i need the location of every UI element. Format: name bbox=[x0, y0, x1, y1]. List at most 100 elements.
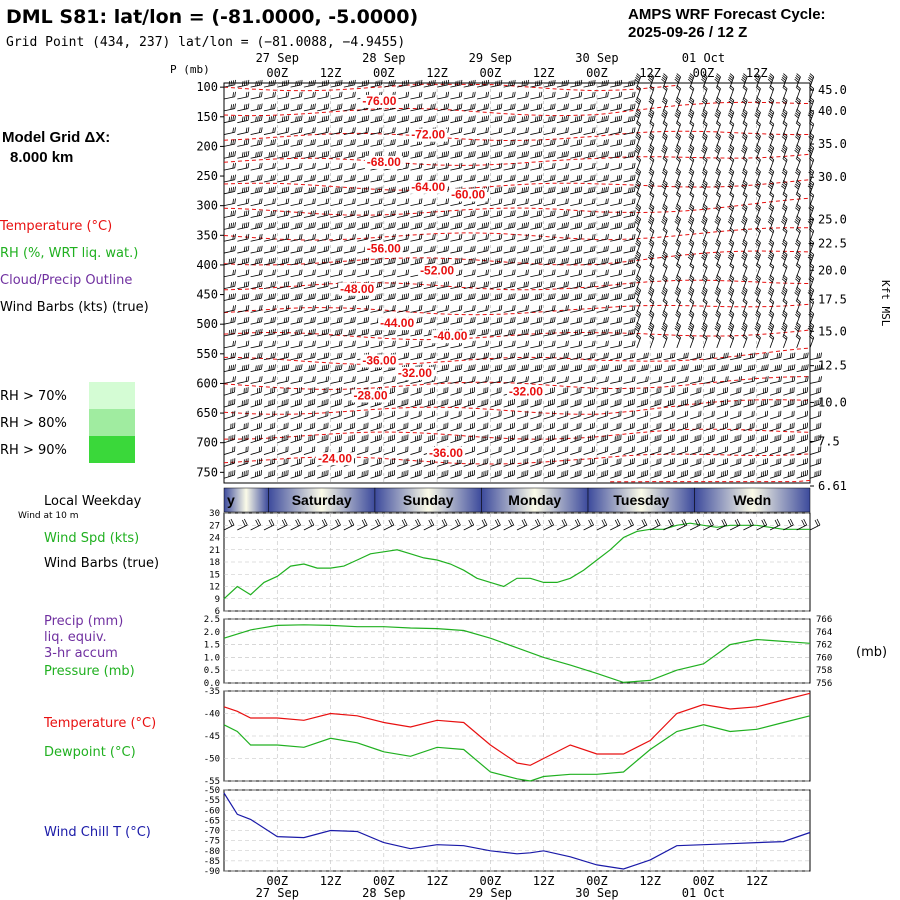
wind-barb-feather bbox=[807, 78, 812, 83]
wind-barb-feather bbox=[647, 78, 653, 83]
wind-barb-feather bbox=[405, 127, 408, 133]
wind-barb-feather bbox=[407, 210, 410, 216]
wind-barb bbox=[807, 179, 815, 194]
wind-barb-feather bbox=[576, 104, 579, 110]
wind-barb-feather bbox=[592, 115, 594, 121]
wind-barb-feather bbox=[808, 171, 813, 176]
wind-barb bbox=[397, 79, 410, 88]
wind-barb bbox=[795, 120, 801, 135]
wind-barb bbox=[662, 120, 668, 135]
wind-barb bbox=[782, 156, 788, 171]
wind-barb-feather bbox=[567, 162, 569, 168]
wind-barb-feather bbox=[536, 139, 539, 146]
wind-barb-feather bbox=[245, 186, 248, 193]
wind-barb-feather bbox=[603, 151, 605, 157]
wind-barb-feather bbox=[809, 85, 815, 89]
wind-barb-feather bbox=[588, 187, 590, 193]
wind-barb bbox=[463, 91, 476, 100]
wind-barb-feather bbox=[401, 81, 404, 87]
wind-barb-feather bbox=[327, 198, 330, 204]
wind-barb-feather bbox=[327, 174, 330, 180]
wind-barb-feather bbox=[782, 158, 787, 162]
wind-barb-feather bbox=[741, 114, 746, 119]
wind-barb bbox=[290, 91, 303, 100]
wind-barb-feather bbox=[633, 127, 636, 133]
wind-barb-feather bbox=[525, 139, 527, 145]
wind-barb-feather bbox=[676, 108, 681, 113]
wind-barb-feather bbox=[468, 116, 470, 122]
wind-barb-feather bbox=[563, 151, 565, 157]
wind-barb-feather bbox=[261, 127, 263, 133]
wind-barb-feather bbox=[243, 175, 246, 181]
wind-barb-feather bbox=[247, 139, 250, 145]
wind-barb-feather bbox=[540, 115, 543, 121]
wind-barb bbox=[357, 210, 370, 218]
wind-barb bbox=[343, 127, 356, 135]
wind-barb-feather bbox=[434, 103, 436, 109]
wind-barb bbox=[742, 120, 748, 135]
wind-barb-feather bbox=[418, 163, 421, 169]
wind-barb bbox=[623, 139, 636, 147]
wind-barb-feather bbox=[338, 175, 341, 181]
wind-barb-feather bbox=[415, 116, 417, 122]
wind-barb-feather bbox=[430, 80, 432, 86]
wind-barb-feather bbox=[474, 115, 476, 121]
wind-barb-feather bbox=[485, 115, 488, 121]
wind-barb-feather bbox=[474, 79, 476, 85]
wind-barb-feather bbox=[270, 151, 272, 157]
wind-barb-feather bbox=[352, 127, 354, 133]
wind-barb-feather bbox=[350, 116, 352, 122]
wind-barb-feather bbox=[392, 186, 394, 193]
wind-barb bbox=[250, 127, 263, 135]
wind-barb-feather bbox=[247, 210, 250, 216]
wind-barb bbox=[674, 73, 681, 88]
wind-barb-feather bbox=[616, 80, 619, 86]
wind-barb-feather bbox=[512, 127, 514, 133]
wind-barb-feather bbox=[487, 150, 489, 157]
wind-barb-feather bbox=[418, 198, 421, 204]
wind-barb-feather bbox=[247, 127, 250, 133]
wind-barb-feather bbox=[380, 79, 383, 85]
wind-barb-feather bbox=[432, 198, 434, 204]
wind-barb bbox=[782, 191, 788, 206]
wind-barb-feather bbox=[554, 103, 556, 109]
wind-barb-feather bbox=[769, 132, 775, 137]
wind-barb-feather bbox=[365, 186, 368, 193]
wind-barb-feather bbox=[630, 187, 632, 193]
wind-barb bbox=[635, 156, 642, 171]
wind-barb-feather bbox=[420, 79, 423, 85]
wind-barb-feather bbox=[525, 186, 527, 193]
wind-barb-feather bbox=[729, 144, 735, 149]
wind-barb-feather bbox=[259, 210, 261, 216]
wind-barb-feather bbox=[230, 175, 233, 181]
wind-barb-feather bbox=[443, 104, 446, 110]
wind-barb-feather bbox=[715, 112, 720, 117]
wind-barb-feather bbox=[767, 149, 773, 154]
wind-barb-feather bbox=[782, 122, 787, 127]
wind-barb-feather bbox=[510, 211, 512, 217]
wind-barb-feather bbox=[312, 92, 314, 98]
wind-barb-feather bbox=[796, 191, 801, 196]
wind-barb-feather bbox=[592, 186, 594, 193]
wind-barb-feather bbox=[728, 100, 733, 105]
wind-barb-feather bbox=[510, 187, 512, 193]
wind-barb bbox=[450, 79, 463, 88]
wind-barb bbox=[516, 103, 529, 112]
wind-barb-feather bbox=[416, 80, 419, 86]
wind-barb-feather bbox=[689, 98, 694, 103]
wind-barb-feather bbox=[688, 183, 693, 188]
wind-barb-feather bbox=[593, 210, 596, 216]
wind-barb-feather bbox=[809, 98, 814, 103]
wind-barb-feather bbox=[796, 73, 801, 78]
wind-barb-feather bbox=[618, 92, 621, 98]
wind-barb bbox=[768, 168, 775, 183]
wind-barb-feather bbox=[485, 80, 488, 86]
wind-barb-feather bbox=[538, 115, 541, 121]
wind-barb-feather bbox=[500, 186, 503, 192]
wind-barb-feather bbox=[755, 98, 761, 103]
wind-barb-feather bbox=[783, 191, 788, 196]
wind-barb-feather bbox=[245, 127, 248, 133]
wind-barb bbox=[383, 198, 396, 207]
wind-barb-feather bbox=[354, 198, 356, 204]
wind-barb bbox=[343, 91, 356, 100]
